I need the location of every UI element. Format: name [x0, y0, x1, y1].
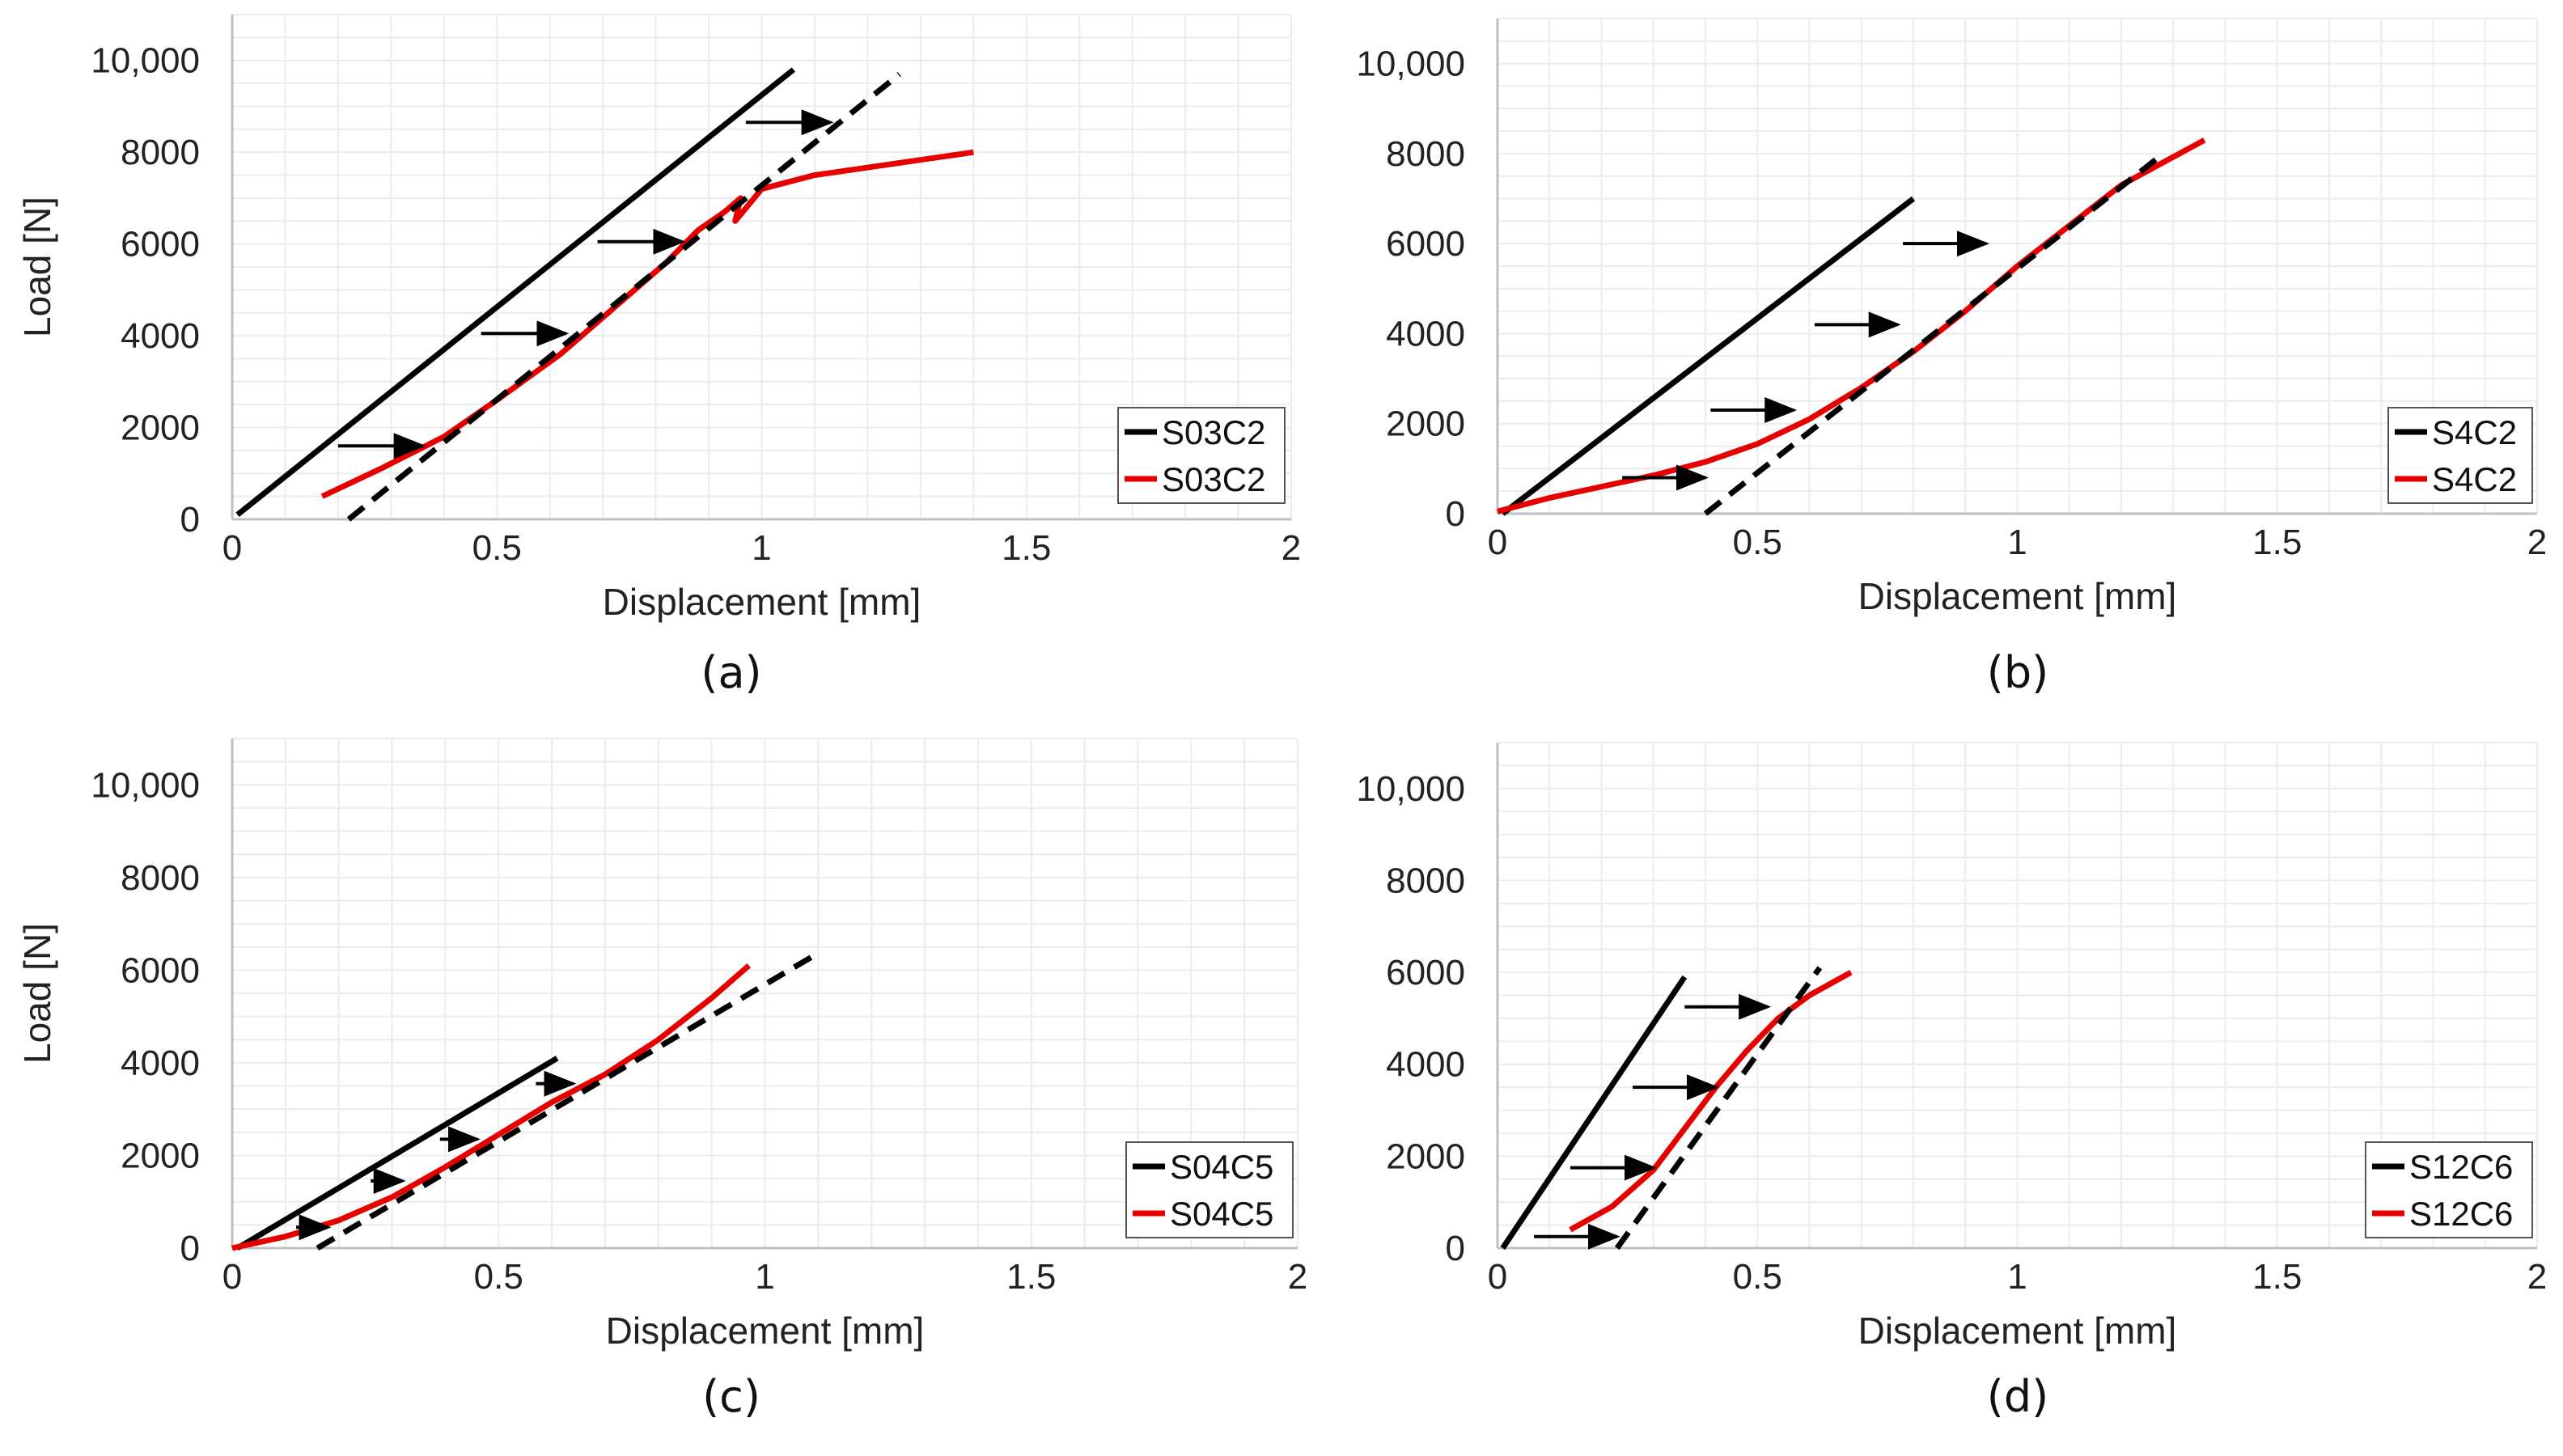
legend-box [2387, 407, 2533, 504]
y-tick-label: 0 [1446, 1229, 1465, 1268]
y-tick-label: 6000 [121, 225, 200, 265]
series-line-0 [1500, 975, 1688, 1250]
y-tick-label: 10,000 [1356, 769, 1465, 809]
legend-label: S04C5 [1170, 1195, 1273, 1233]
series-line-1 [1497, 138, 2206, 514]
x-axis-label: Displacement [mm] [1858, 575, 2177, 617]
y-tick-label: 2000 [1386, 1136, 1465, 1176]
series-line-0 [235, 1056, 559, 1251]
legend-label: S04C5 [1170, 1148, 1273, 1186]
x-tick-label: 1 [752, 528, 771, 568]
x-tick-label: 1.5 [1006, 1257, 1056, 1297]
y-tick-label: 6000 [121, 950, 200, 990]
legend: S4C2 S4C2 [2387, 407, 2533, 504]
y-tick-label: 8000 [121, 133, 200, 172]
y-tick-label: 0 [180, 500, 200, 540]
x-tick-label: 1 [2007, 1257, 2027, 1297]
x-axis-label: Displacement [mm] [606, 1310, 925, 1352]
grid [1497, 18, 2538, 514]
y-tick-label: 8000 [1386, 861, 1465, 900]
legend-box [1117, 407, 1286, 504]
chart-panel-b: 0 0.5 1 1.5 2 0 2000 4000 6000 8000 10,000 Displace… [1356, 18, 2547, 698]
y-tick-label: 2000 [121, 408, 200, 448]
legend-label: S4C2 [2432, 413, 2517, 451]
series-line-2 [346, 72, 901, 522]
x-tick-label: 0.5 [472, 528, 522, 568]
x-tick-label: 1 [755, 1257, 774, 1297]
y-tick-label: 0 [1446, 494, 1465, 534]
legend-label: S4C2 [2432, 460, 2517, 498]
series-line-0 [1501, 196, 1916, 516]
series-line-0 [235, 67, 795, 518]
legend: S12C6 S12C6 [2365, 1141, 2533, 1238]
legend-label: S03C2 [1162, 460, 1265, 498]
x-tick-label: 2 [1288, 1257, 1307, 1297]
legend-label: S12C6 [2409, 1148, 2513, 1186]
legend-box [2365, 1141, 2533, 1238]
x-tick-label: 0.5 [1733, 523, 1782, 562]
legend: S04C5 S04C5 [1125, 1141, 1294, 1238]
y-axis-label: Load [N] [16, 197, 58, 337]
y-tick-label: 4000 [121, 1043, 200, 1083]
grid [231, 14, 1292, 520]
series-line-2 [1614, 966, 1823, 1251]
chart-panel-c: 0 0.5 1 1.5 2 0 2000 4000 6000 8000 10,000 Displace… [16, 738, 1307, 1422]
y-tick-label: 4000 [1386, 314, 1465, 353]
y-axis-label: Load [N] [16, 923, 58, 1064]
legend-label: S12C6 [2409, 1195, 2513, 1233]
x-axis-label: Displacement [mm] [603, 581, 921, 623]
panel-caption: (a) [701, 647, 761, 698]
y-tick-label: 10,000 [91, 765, 200, 805]
x-tick-label: 2 [2527, 523, 2547, 562]
y-tick-label: 8000 [1386, 134, 1465, 174]
chart-panel-a: 0 0.5 1 1.5 2 0 2000 4000 6000 8000 10,000 Displace… [16, 14, 1301, 698]
x-tick-label: 0 [222, 528, 242, 568]
x-tick-label: 2 [2527, 1257, 2547, 1297]
x-tick-label: 1.5 [2252, 1257, 2302, 1297]
chart-panel-d: 0 0.5 1 1.5 2 0 2000 4000 6000 8000 10,000 Displace… [1356, 742, 2547, 1422]
x-axis-label: Displacement [mm] [1858, 1310, 2177, 1352]
y-tick-label: 10,000 [1356, 44, 1465, 84]
series-line-2 [316, 954, 815, 1251]
x-tick-label: 2 [1282, 528, 1301, 568]
panel-caption: (c) [702, 1371, 760, 1422]
x-tick-label: 0 [1488, 1257, 1507, 1297]
legend: S03C2 S03C2 [1117, 407, 1286, 504]
x-tick-label: 1.5 [1002, 528, 1051, 568]
x-tick-label: 0 [222, 1257, 242, 1297]
y-tick-label: 10,000 [91, 41, 200, 81]
x-tick-label: 0.5 [474, 1257, 523, 1297]
legend-box [1125, 1141, 1294, 1238]
series-line-2 [1703, 155, 2160, 516]
legend-label: S03C2 [1162, 413, 1265, 451]
y-tick-label: 6000 [1386, 953, 1465, 993]
x-tick-label: 0.5 [1733, 1257, 1782, 1297]
y-tick-label: 4000 [1386, 1045, 1465, 1085]
y-tick-label: 2000 [1386, 404, 1465, 444]
panel-caption: (b) [1987, 647, 2048, 698]
x-tick-label: 0 [1488, 523, 1507, 562]
y-tick-label: 8000 [121, 858, 200, 898]
y-tick-label: 4000 [121, 316, 200, 356]
y-tick-label: 6000 [1386, 224, 1465, 264]
y-tick-label: 2000 [121, 1136, 200, 1175]
y-tick-label: 0 [180, 1229, 200, 1268]
x-tick-label: 1.5 [2252, 523, 2302, 562]
panel-caption: (d) [1987, 1371, 2048, 1422]
x-tick-label: 1 [2007, 523, 2027, 562]
